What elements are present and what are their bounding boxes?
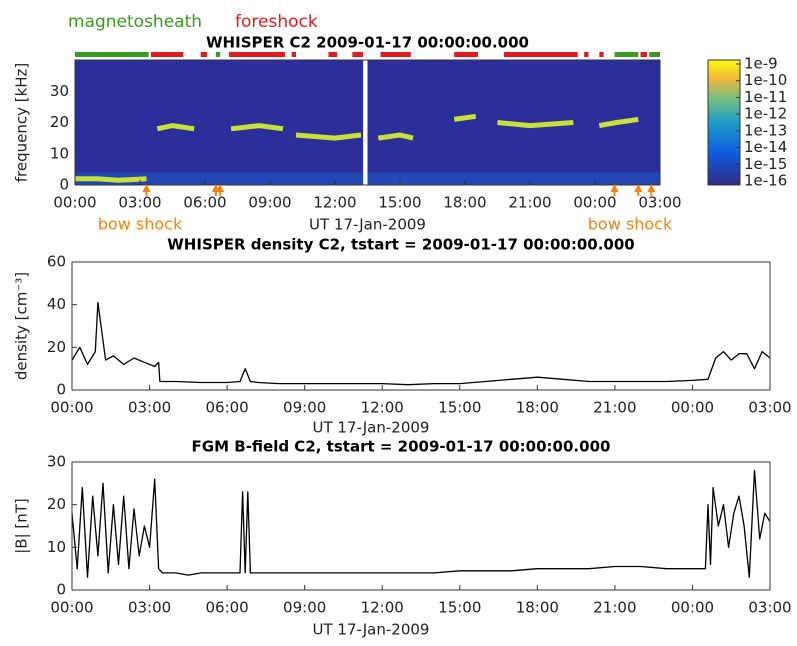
interval-bar bbox=[200, 52, 208, 57]
x-axis-label: UT 17-Jan-2009 bbox=[313, 621, 430, 639]
x-tick-label: 18:00 bbox=[516, 399, 559, 417]
bow-shock-arrowhead bbox=[610, 184, 619, 192]
x-tick-label: 09:00 bbox=[283, 599, 326, 617]
x-tick-label: 00:00 bbox=[671, 399, 714, 417]
interval-bar bbox=[75, 52, 149, 57]
interval-bar bbox=[454, 52, 478, 57]
colorbar-tick-label: 1e-15 bbox=[744, 155, 787, 173]
x-tick-label: 00:00 bbox=[671, 599, 714, 617]
bow-shock-arrowhead bbox=[634, 184, 643, 192]
data-line bbox=[71, 469, 771, 578]
interval-label: foreshock bbox=[235, 12, 318, 32]
x-tick-label: 03:00 bbox=[128, 399, 171, 417]
x-tick-label: 09:00 bbox=[248, 194, 291, 212]
y-tick-label: 0 bbox=[56, 581, 66, 599]
y-tick-label: 60 bbox=[47, 253, 66, 271]
interval-bar bbox=[584, 52, 589, 57]
interval-bar bbox=[215, 52, 221, 57]
y-axis-label: frequency [kHz] bbox=[13, 63, 31, 183]
y-tick-label: 20 bbox=[47, 495, 66, 513]
x-tick-label: 15:00 bbox=[438, 399, 481, 417]
x-tick-label: 18:00 bbox=[516, 599, 559, 617]
interval-label: magnetosheath bbox=[68, 12, 202, 32]
bow-shock-label: bow shock bbox=[98, 215, 183, 234]
colorbar bbox=[707, 59, 741, 186]
y-tick-label: 30 bbox=[50, 82, 69, 100]
y-tick-label: 10 bbox=[50, 144, 69, 162]
bow-shock-label: bow shock bbox=[588, 215, 673, 234]
interval-bar bbox=[328, 52, 338, 57]
y-tick-label: 40 bbox=[47, 295, 66, 313]
x-tick-label: 09:00 bbox=[283, 399, 326, 417]
colorbar-tick-label: 1e-9 bbox=[744, 55, 778, 73]
plot-area bbox=[72, 462, 770, 590]
x-tick-label: 03:00 bbox=[748, 399, 791, 417]
data-line bbox=[75, 113, 639, 183]
x-tick-label: 00:00 bbox=[53, 194, 96, 212]
interval-bar bbox=[649, 52, 660, 57]
interval-bar bbox=[352, 52, 364, 57]
y-tick-label: 10 bbox=[47, 538, 66, 556]
colorbar-tick-label: 1e-11 bbox=[744, 88, 787, 106]
interval-bar bbox=[504, 52, 578, 57]
x-tick-label: 06:00 bbox=[183, 194, 226, 212]
x-axis-label: UT 17-Jan-2009 bbox=[313, 419, 430, 437]
x-tick-label: 21:00 bbox=[593, 399, 636, 417]
interval-bar bbox=[614, 52, 639, 57]
x-tick-label: 06:00 bbox=[205, 399, 248, 417]
axes-box bbox=[71, 461, 771, 591]
y-axis-label: |B| [nT] bbox=[13, 498, 31, 554]
x-tick-label: 00:00 bbox=[50, 599, 93, 617]
x-tick-label: 03:00 bbox=[128, 599, 171, 617]
bow-shock-arrowhead bbox=[647, 184, 656, 192]
plot-area bbox=[72, 262, 770, 390]
x-tick-label: 03:00 bbox=[118, 194, 161, 212]
x-axis-label: UT 17-Jan-2009 bbox=[309, 216, 426, 234]
interval-bar bbox=[640, 52, 647, 57]
interval-bar bbox=[150, 52, 184, 57]
x-tick-label: 03:00 bbox=[638, 194, 681, 212]
chart-title: WHISPER density C2, tstart = 2009-01-17 … bbox=[167, 236, 634, 254]
interval-bar bbox=[291, 52, 296, 57]
chart-title: WHISPER C2 2009-01-17 00:00:00.000 bbox=[206, 34, 529, 52]
y-tick-label: 0 bbox=[56, 381, 66, 399]
x-tick-label: 03:00 bbox=[748, 599, 791, 617]
y-axis-label: density [cm⁻³] bbox=[13, 272, 31, 380]
colorbar-tick-label: 1e-12 bbox=[744, 105, 787, 123]
y-tick-label: 0 bbox=[59, 176, 69, 194]
axes-box bbox=[71, 261, 771, 391]
x-tick-label: 21:00 bbox=[593, 599, 636, 617]
x-tick-label: 00:00 bbox=[50, 399, 93, 417]
x-tick-label: 12:00 bbox=[361, 399, 404, 417]
colorbar-tick-label: 1e-13 bbox=[744, 121, 787, 139]
interval-bar bbox=[380, 52, 411, 57]
bow-shock-arrowhead bbox=[216, 184, 225, 192]
x-tick-label: 12:00 bbox=[313, 194, 356, 212]
x-tick-label: 21:00 bbox=[508, 194, 551, 212]
x-tick-label: 06:00 bbox=[205, 599, 248, 617]
bow-shock-arrowhead bbox=[142, 184, 151, 192]
interval-bar bbox=[228, 52, 286, 57]
y-tick-label: 30 bbox=[47, 453, 66, 471]
x-tick-label: 15:00 bbox=[378, 194, 421, 212]
colorbar-tick-label: 1e-16 bbox=[744, 172, 787, 190]
data-gap bbox=[363, 60, 368, 185]
x-tick-label: 18:00 bbox=[443, 194, 486, 212]
colorbar-tick-label: 1e-10 bbox=[744, 71, 787, 89]
colorbar-tick-label: 1e-14 bbox=[744, 138, 787, 156]
x-tick-label: 15:00 bbox=[438, 599, 481, 617]
x-tick-label: 00:00 bbox=[573, 194, 616, 212]
interval-bar bbox=[599, 52, 604, 57]
x-tick-label: 12:00 bbox=[361, 599, 404, 617]
y-tick-label: 20 bbox=[50, 113, 69, 131]
chart-title: FGM B-field C2, tstart = 2009-01-17 00:0… bbox=[192, 438, 611, 456]
y-tick-label: 20 bbox=[47, 338, 66, 356]
data-line bbox=[71, 301, 771, 386]
